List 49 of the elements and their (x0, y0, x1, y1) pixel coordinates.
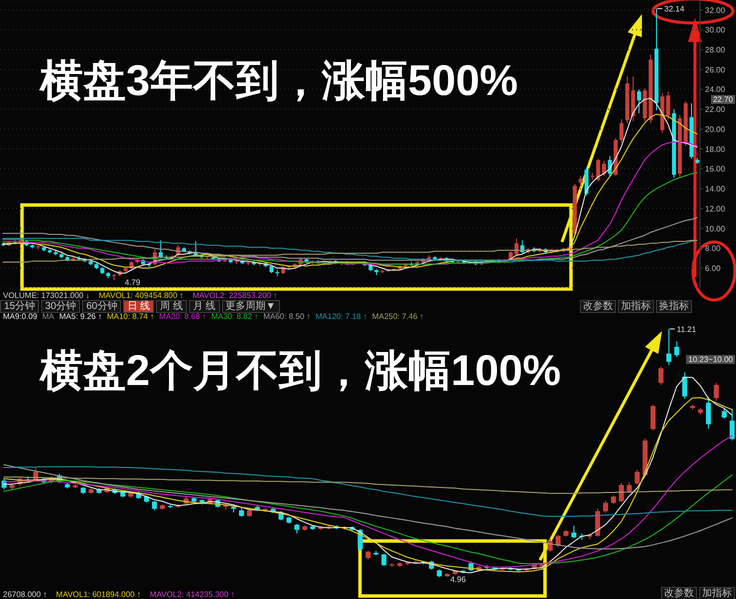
text: 改参数 (580, 300, 616, 313)
text: 换指标 (656, 300, 692, 313)
text: MA120: 7.18 ↑ (316, 312, 368, 321)
text: MA30: 8.82 ↑ (211, 312, 258, 321)
text: 日 线 (123, 300, 154, 313)
text: 横盘3年不到，涨幅500% (40, 56, 518, 106)
text: 加指标 (618, 300, 654, 313)
text: 周 线 (156, 300, 187, 313)
y-tick-label: 8.00 (705, 244, 722, 254)
y-tick-label: 18.00 (705, 144, 726, 154)
text: MA10: 8.74 ↑ (106, 312, 154, 321)
y-tick-label: 28.00 (705, 45, 726, 54)
y-tick-label: 6.00 (705, 264, 722, 273)
y-tick-label: 26.00 (705, 65, 726, 74)
annotation: 32.14 (664, 4, 685, 14)
chart-title: 横盘2个月不到，涨幅100% (40, 346, 561, 396)
text: VOLUME: 173021.000 ↓ (3, 291, 90, 300)
y-tick-label: 16.00 (705, 164, 726, 174)
y-tick-label: 24.00 (705, 85, 726, 94)
text: 加指标 (699, 587, 735, 599)
text: 月 线 (188, 300, 220, 313)
annotation: 11.21 (676, 324, 697, 334)
text: MA (42, 312, 54, 321)
text: 22.70 (710, 95, 735, 104)
annotation: 4.96 (450, 575, 466, 584)
y-tick-label: 20.00 (705, 124, 726, 134)
text: MA60: 8.50 ↑ (263, 312, 310, 321)
y-tick-label: 30.00 (705, 26, 726, 35)
text: MA250: 7.46 ↑ (372, 312, 424, 321)
y-tick-label: 12.00 (705, 204, 726, 214)
text: 15分钟 (0, 300, 40, 313)
annotation: 4.79 (124, 278, 141, 288)
text: 26708.000 ↑ (3, 590, 48, 599)
y-tick-label: 32.00 (705, 6, 726, 15)
text: 更多周期▼ (222, 300, 280, 313)
text: 改参数 (661, 587, 697, 599)
y-tick-label: 22.00 (705, 105, 726, 114)
annotation: 10.23~10.00 (686, 355, 735, 364)
text: MA9:0.09 (3, 312, 38, 321)
text: MAVOL1: 601894.000 ↑ (56, 590, 141, 599)
text: MAVOL1: 409454.800 ↑ (98, 291, 184, 300)
text: 60分钟 (82, 300, 122, 313)
text: MAVOL2: 414235.300 ↑ (150, 590, 235, 599)
text: 30分钟 (41, 300, 80, 313)
text: MAVOL2: 225853.200 ↑ (192, 291, 278, 300)
y-tick-label: 14.00 (705, 184, 726, 194)
text: MA20: 8.68 ↑ (159, 312, 206, 321)
text: MA5: 9.26 ↑ (59, 312, 102, 321)
y-tick-label: 10.00 (705, 224, 726, 234)
